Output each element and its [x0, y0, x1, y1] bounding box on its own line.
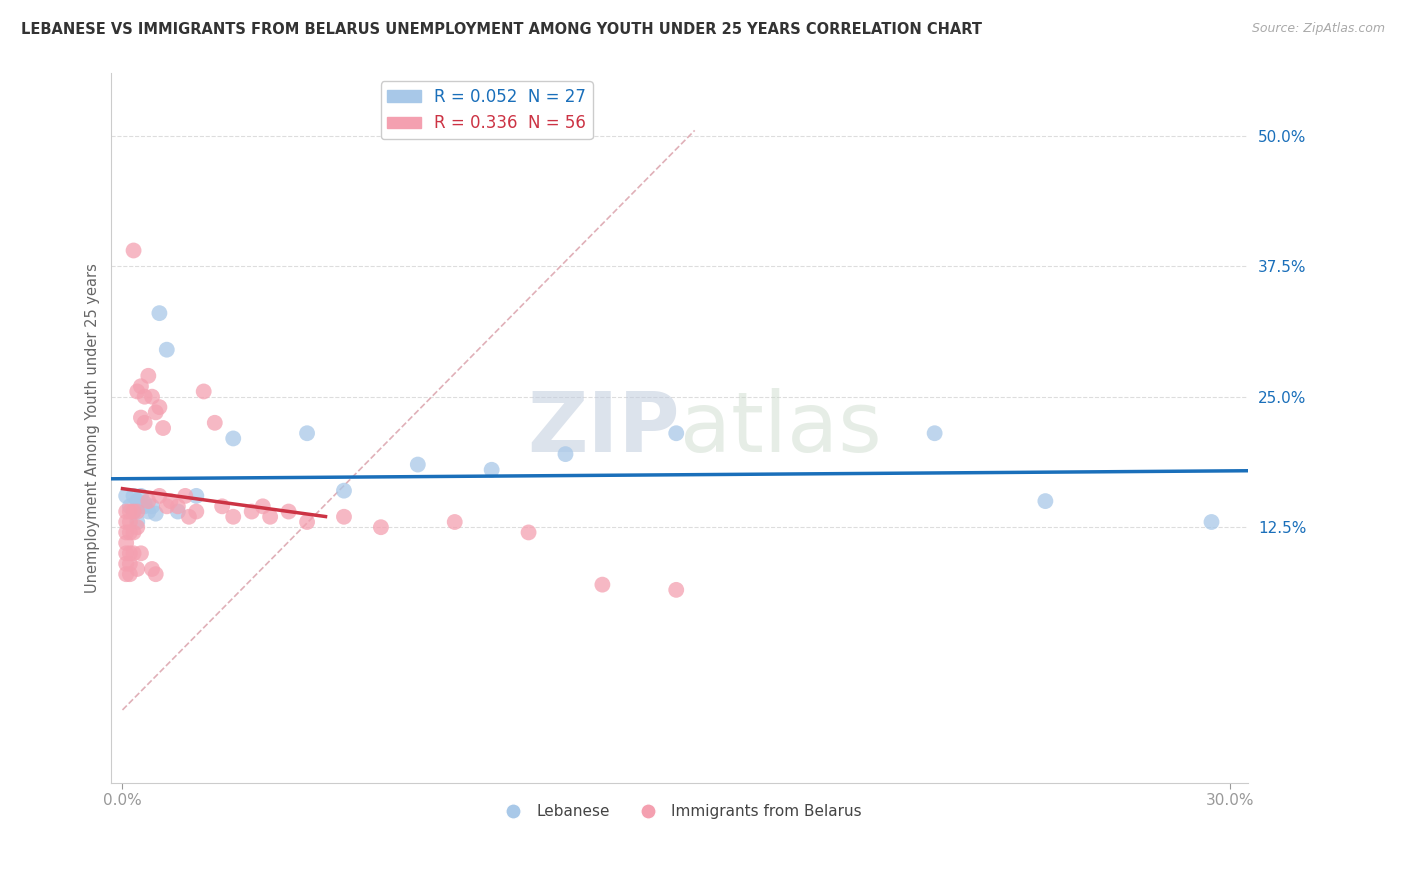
Point: [122, 504, 145, 518]
Point: [186, 504, 208, 518]
Point: [240, 504, 263, 518]
Point: [167, 504, 190, 518]
Point: [141, 390, 163, 404]
Point: [295, 515, 318, 529]
Point: [252, 500, 274, 514]
Point: [156, 343, 179, 357]
Point: [333, 509, 356, 524]
Point: [136, 368, 159, 383]
Point: [127, 504, 149, 518]
Y-axis label: Unemployment Among Youth under 25 years: Unemployment Among Youth under 25 years: [86, 263, 100, 593]
Point: [443, 515, 465, 529]
Point: [156, 500, 179, 514]
Point: [167, 500, 190, 514]
Point: [591, 577, 613, 591]
Point: [122, 546, 145, 560]
Point: [127, 520, 149, 534]
Point: [118, 567, 141, 582]
Point: [186, 489, 208, 503]
Point: [259, 509, 281, 524]
Point: [211, 500, 233, 514]
Point: [204, 416, 226, 430]
Point: [141, 500, 163, 514]
Point: [141, 562, 163, 576]
Point: [145, 507, 167, 521]
Point: [127, 562, 149, 576]
Point: [665, 426, 688, 441]
Text: ZIP: ZIP: [527, 387, 681, 468]
Point: [148, 400, 170, 414]
Point: [159, 494, 181, 508]
Point: [129, 489, 152, 503]
Point: [554, 447, 576, 461]
Point: [118, 515, 141, 529]
Point: [134, 500, 156, 514]
Point: [127, 515, 149, 529]
Point: [177, 509, 200, 524]
Point: [115, 525, 138, 540]
Point: [118, 504, 141, 518]
Point: [665, 582, 688, 597]
Point: [127, 494, 149, 508]
Point: [115, 546, 138, 560]
Point: [193, 384, 215, 399]
Point: [406, 458, 429, 472]
Point: [129, 410, 152, 425]
Point: [115, 504, 138, 518]
Point: [122, 525, 145, 540]
Point: [295, 426, 318, 441]
Point: [122, 489, 145, 503]
Point: [134, 390, 156, 404]
Point: [118, 557, 141, 571]
Text: atlas: atlas: [681, 387, 882, 468]
Point: [122, 504, 145, 518]
Point: [517, 525, 540, 540]
Point: [136, 504, 159, 518]
Point: [134, 496, 156, 510]
Point: [481, 463, 503, 477]
Point: [115, 489, 138, 503]
Point: [145, 405, 167, 419]
Point: [129, 379, 152, 393]
Point: [370, 520, 392, 534]
Point: [129, 500, 152, 514]
Point: [222, 432, 245, 446]
Point: [118, 546, 141, 560]
Point: [1035, 494, 1057, 508]
Point: [148, 489, 170, 503]
Point: [118, 525, 141, 540]
Point: [152, 421, 174, 435]
Text: Source: ZipAtlas.com: Source: ZipAtlas.com: [1251, 22, 1385, 36]
Point: [122, 244, 145, 258]
Point: [115, 515, 138, 529]
Point: [136, 494, 159, 508]
Point: [127, 384, 149, 399]
Point: [115, 536, 138, 550]
Point: [115, 557, 138, 571]
Point: [174, 489, 197, 503]
Point: [118, 500, 141, 514]
Point: [333, 483, 356, 498]
Point: [115, 567, 138, 582]
Point: [129, 546, 152, 560]
Point: [924, 426, 946, 441]
Point: [148, 306, 170, 320]
Text: LEBANESE VS IMMIGRANTS FROM BELARUS UNEMPLOYMENT AMONG YOUTH UNDER 25 YEARS CORR: LEBANESE VS IMMIGRANTS FROM BELARUS UNEM…: [21, 22, 981, 37]
Point: [1201, 515, 1223, 529]
Point: [222, 509, 245, 524]
Point: [145, 567, 167, 582]
Point: [277, 504, 299, 518]
Legend: Lebanese, Immigrants from Belarus: Lebanese, Immigrants from Belarus: [492, 797, 868, 825]
Point: [134, 416, 156, 430]
